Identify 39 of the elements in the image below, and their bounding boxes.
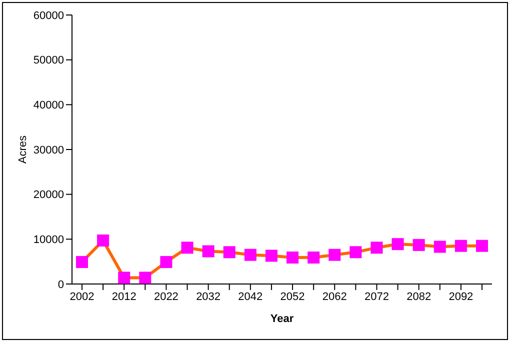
point [223, 246, 236, 258]
point [286, 252, 299, 264]
point [202, 245, 214, 258]
point [476, 240, 488, 252]
x-tick-label: 2022 [154, 290, 178, 303]
y-tick-label: 40000 [33, 100, 64, 112]
x-tick-label: 2002 [70, 290, 94, 303]
point [139, 272, 152, 284]
x-axis-title: Year [270, 313, 294, 325]
point [328, 248, 341, 261]
x-tick-label: 2012 [112, 290, 136, 303]
point [392, 238, 404, 250]
point [76, 256, 88, 268]
point [350, 246, 362, 258]
y-tick-label: 30000 [33, 144, 64, 156]
y-tick-label: 60000 [33, 10, 64, 22]
x-tick-label: 2072 [364, 290, 389, 303]
point [181, 242, 194, 254]
x-tick-label: 2082 [406, 290, 432, 303]
point [244, 248, 256, 261]
y-tick-label: 10000 [33, 234, 64, 246]
y-axis-title: Acres [16, 134, 29, 164]
point [97, 234, 110, 247]
y-tick-label: 0 [58, 278, 64, 291]
point [370, 242, 383, 254]
point [160, 256, 172, 268]
point [412, 238, 425, 251]
x-tick-label: 2062 [322, 290, 347, 303]
x-tick-label: 2092 [448, 290, 474, 303]
point [454, 240, 467, 252]
x-tick-label: 2042 [238, 290, 263, 303]
y-tick-label: 20000 [33, 189, 64, 202]
point [434, 240, 446, 253]
x-tick-label: 2052 [280, 290, 305, 303]
point [118, 272, 130, 284]
x-tick-label: 2032 [196, 290, 221, 303]
point [308, 252, 320, 264]
point [265, 250, 278, 262]
y-tick-label: 50000 [33, 54, 64, 67]
